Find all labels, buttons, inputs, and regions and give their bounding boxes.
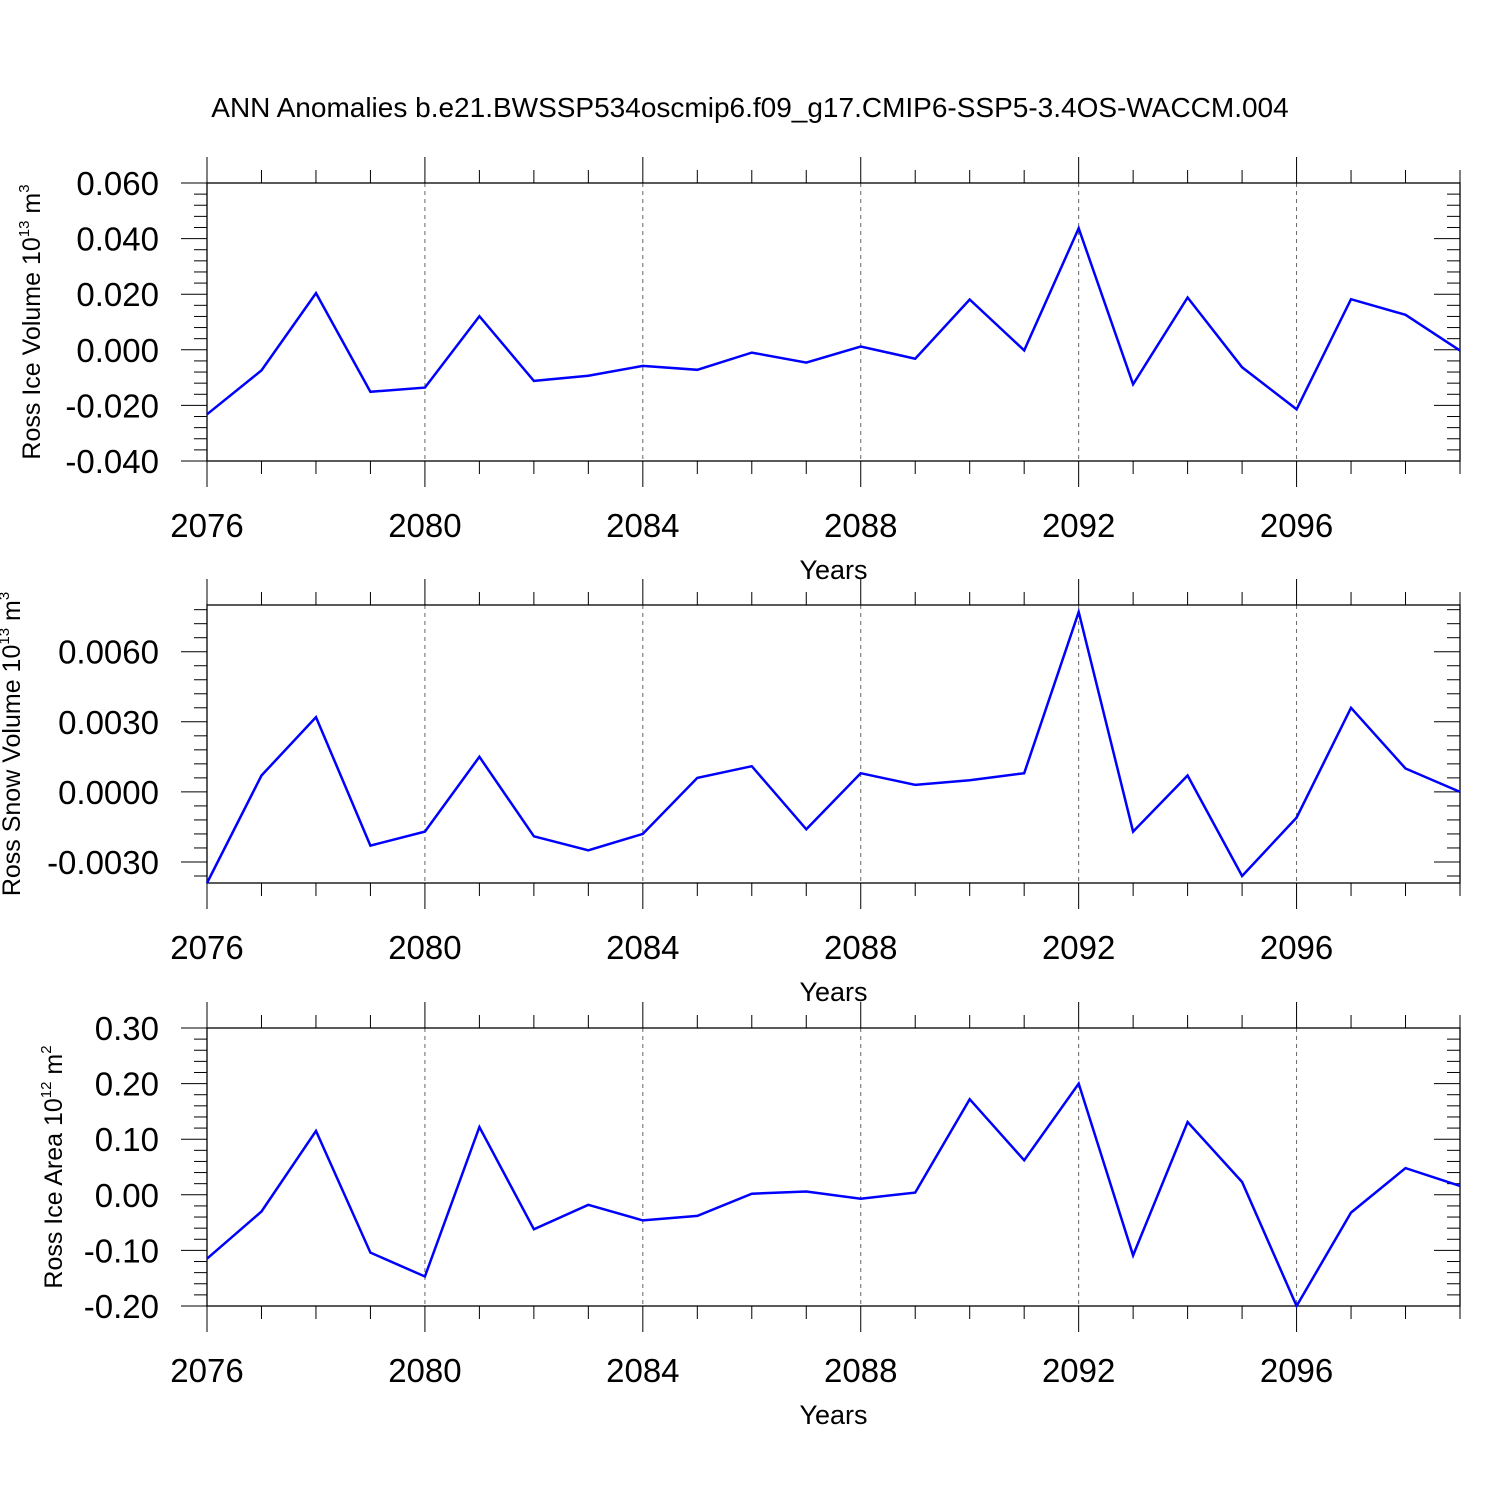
figure-title: ANN Anomalies b.e21.BWSSP534oscmip6.f09_… [211, 92, 1289, 123]
x-tick-label: 2076 [170, 1352, 243, 1389]
x-tick-label: 2080 [388, 1352, 461, 1389]
y-tick-label: 0.0030 [58, 704, 159, 741]
x-tick-label: 2076 [170, 929, 243, 966]
y-tick-label: 0.040 [76, 221, 159, 258]
x-tick-label: 2076 [170, 507, 243, 544]
y-axis-label: Ross Ice Area 1012 m2 [38, 1045, 68, 1288]
x-tick-label: 2092 [1042, 929, 1115, 966]
panel-ice-area: 2076 2080 2084 2088 2092 2096 Years -0.20 -0.10 0… [38, 1002, 1461, 1430]
y-tick-label: 0.020 [76, 276, 159, 313]
x-axis-label: Years [799, 555, 867, 585]
x-axis-label: Years [799, 977, 867, 1007]
x-tick-label: 2084 [606, 507, 679, 544]
x-tick-label: 2084 [606, 929, 679, 966]
series-line [205, 607, 1461, 884]
x-tick-label: 2092 [1042, 507, 1115, 544]
y-tick-label: -0.020 [65, 387, 159, 424]
x-axis-label: Years [799, 1400, 867, 1430]
plot-frame [206, 604, 1461, 884]
plot-frame [206, 182, 1461, 462]
y-tick-label: 0.000 [76, 332, 159, 369]
panel-ice-volume: 2076 2080 2084 2088 2092 2096 Years -0.040 -0.02… [16, 157, 1461, 585]
x-tick-label: 2088 [824, 507, 897, 544]
x-tick-label: 2096 [1260, 1352, 1333, 1389]
panel-snow-volume: 2076 2080 2084 2088 2092 2096 Years -0.0030 0.00… [0, 579, 1461, 1007]
y-tick-label: -0.20 [84, 1288, 159, 1325]
y-tick-label: 0.0000 [58, 774, 159, 811]
series-line [206, 224, 1461, 416]
y-tick-label: 0.00 [95, 1177, 159, 1214]
y-tick-label: -0.040 [65, 443, 159, 480]
x-tick-label: 2088 [824, 929, 897, 966]
x-tick-label: 2080 [388, 929, 461, 966]
x-tick-label: 2096 [1260, 929, 1333, 966]
y-axis-label: Ross Ice Volume 1013 m3 [16, 184, 46, 459]
y-tick-label: 0.10 [95, 1121, 159, 1158]
y-tick-label: -0.0030 [47, 844, 159, 881]
series-line [206, 1080, 1461, 1309]
x-tick-label: 2088 [824, 1352, 897, 1389]
y-tick-label: 0.20 [95, 1066, 159, 1103]
y-tick-label: 0.30 [95, 1010, 159, 1047]
y-axis-label: Ross Snow Volume 1013 m3 [0, 592, 26, 896]
x-tick-label: 2096 [1260, 507, 1333, 544]
y-tick-label: 0.060 [76, 165, 159, 202]
x-tick-label: 2084 [606, 1352, 679, 1389]
plot-frame [206, 1027, 1461, 1307]
y-tick-label: -0.10 [84, 1232, 159, 1269]
y-tick-label: 0.0060 [58, 634, 159, 671]
x-tick-label: 2080 [388, 507, 461, 544]
x-tick-label: 2092 [1042, 1352, 1115, 1389]
